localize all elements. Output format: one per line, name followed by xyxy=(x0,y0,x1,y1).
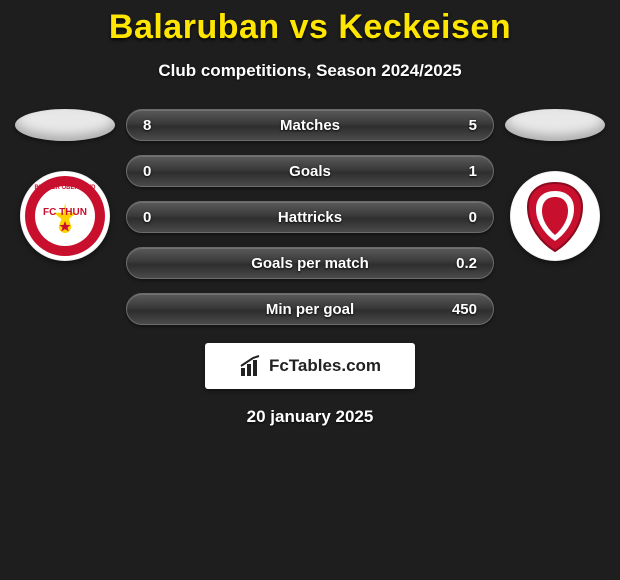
page-title: Balaruban vs Keckeisen xyxy=(0,8,620,47)
svg-text:BERNER OBERLAND: BERNER OBERLAND xyxy=(34,185,96,191)
right-side xyxy=(500,109,610,261)
brand-text: FcTables.com xyxy=(269,356,381,376)
player-photo-placeholder-left xyxy=(15,109,115,141)
stat-right-value: 0.2 xyxy=(443,255,477,272)
stat-left-value: 0 xyxy=(143,163,177,180)
stat-right-value: 1 xyxy=(443,163,477,180)
stat-row-matches: 8 Matches 5 xyxy=(126,109,494,141)
chart-icon xyxy=(239,354,263,378)
stat-left-value: 0 xyxy=(143,209,177,226)
left-side: BERNER OBERLAND FC THUN xyxy=(10,109,120,261)
stat-label: Goals xyxy=(289,163,331,180)
stat-label: Hattricks xyxy=(278,209,342,226)
stat-row-min-per-goal: Min per goal 450 xyxy=(126,293,494,325)
date-text: 20 january 2025 xyxy=(0,407,620,427)
stat-row-goals: 0 Goals 1 xyxy=(126,155,494,187)
stat-right-value: 450 xyxy=(443,301,477,318)
infographic-root: Balaruban vs Keckeisen Club competitions… xyxy=(0,0,620,427)
stat-row-hattricks: 0 Hattricks 0 xyxy=(126,201,494,233)
stat-right-value: 0 xyxy=(443,209,477,226)
club-badge-left-icon: BERNER OBERLAND FC THUN xyxy=(20,171,110,261)
comparison-row: BERNER OBERLAND FC THUN 8 Matches 5 0 Go… xyxy=(0,109,620,325)
stat-label: Min per goal xyxy=(266,301,354,318)
club-badge-left: BERNER OBERLAND FC THUN xyxy=(20,171,110,261)
stat-label: Goals per match xyxy=(251,255,369,272)
brand-box[interactable]: FcTables.com xyxy=(205,343,415,389)
stat-row-goals-per-match: Goals per match 0.2 xyxy=(126,247,494,279)
page-subtitle: Club competitions, Season 2024/2025 xyxy=(0,61,620,81)
club-badge-right xyxy=(510,171,600,261)
stats-column: 8 Matches 5 0 Goals 1 0 Hattricks 0 Goal… xyxy=(120,109,500,325)
stat-right-value: 5 xyxy=(443,117,477,134)
stat-left-value: 8 xyxy=(143,117,177,134)
player-photo-placeholder-right xyxy=(505,109,605,141)
stat-label: Matches xyxy=(280,117,340,134)
club-badge-right-icon xyxy=(510,171,600,261)
svg-text:FC THUN: FC THUN xyxy=(43,207,87,218)
